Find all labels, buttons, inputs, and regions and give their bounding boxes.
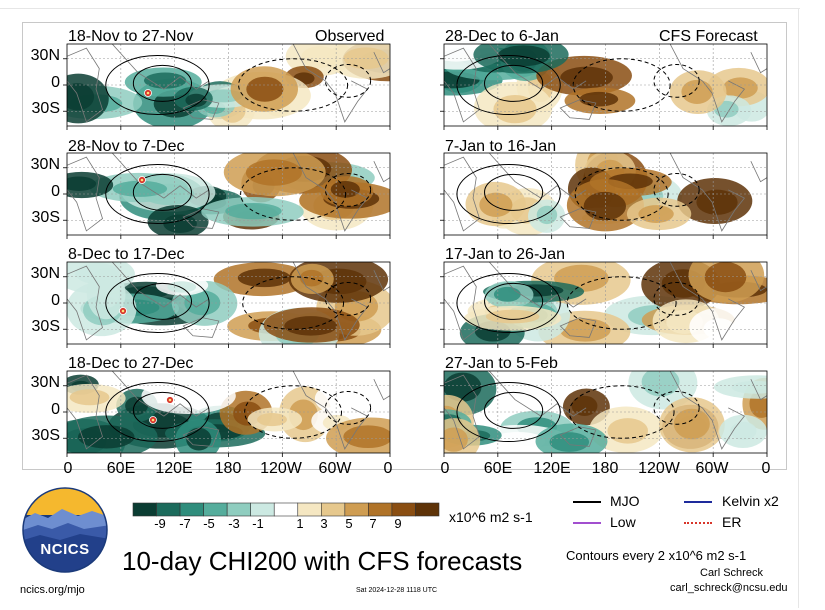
x-tick-label: 60W bbox=[695, 460, 729, 477]
y-tick-label: 30N bbox=[30, 265, 60, 282]
figure-frame bbox=[22, 22, 787, 470]
legend-low-label: Low bbox=[610, 514, 636, 530]
colorbar-segment bbox=[297, 502, 322, 517]
author-email: carl_schreck@ncsu.edu bbox=[670, 582, 788, 594]
map-panel bbox=[440, 261, 768, 348]
colorbar-segment bbox=[156, 502, 181, 517]
top-divider bbox=[0, 8, 800, 9]
panel-tag-observed: Observed bbox=[315, 28, 385, 45]
map-panel bbox=[63, 370, 391, 457]
y-tick-label: 30S bbox=[31, 100, 60, 117]
colorbar-label: -1 bbox=[252, 516, 264, 531]
legend-mjo-line bbox=[573, 501, 601, 503]
colorbar-label: -3 bbox=[228, 516, 240, 531]
source-url[interactable]: ncics.org/mjo bbox=[20, 584, 85, 596]
colorbar-label: -7 bbox=[179, 516, 191, 531]
x-tick-label: 0 bbox=[63, 460, 73, 477]
contour-note: Contours every 2 x10^6 m2 s-1 bbox=[566, 548, 747, 563]
legend-kelvin-line bbox=[684, 501, 712, 503]
colorbar-label: -5 bbox=[203, 516, 215, 531]
panel-title: 28-Nov to 7-Dec bbox=[68, 138, 185, 155]
panel-title: 27-Jan to 5-Feb bbox=[445, 355, 558, 372]
panel-title: 28-Dec to 6-Jan bbox=[445, 28, 559, 45]
y-tick-label: 0 bbox=[51, 183, 60, 200]
y-tick-label: 30S bbox=[31, 209, 60, 226]
storm-marker bbox=[119, 307, 127, 315]
legend-mjo-label: MJO bbox=[610, 493, 640, 509]
y-tick-label: 0 bbox=[51, 401, 60, 418]
logo-text: NCICS bbox=[40, 541, 90, 558]
colorbar-label: 7 bbox=[369, 516, 377, 531]
x-tick-label: 120E bbox=[155, 460, 193, 477]
x-tick-label: 120W bbox=[260, 460, 302, 477]
colorbar bbox=[132, 502, 440, 517]
map-panel bbox=[63, 261, 391, 348]
y-tick-label: 30N bbox=[30, 374, 60, 391]
x-tick-label: 180 bbox=[591, 460, 619, 477]
colorbar-label: 3 bbox=[320, 516, 328, 531]
map-panel bbox=[440, 370, 768, 457]
x-tick-label: 60E bbox=[483, 460, 513, 477]
main-title: 10-day CHI200 with CFS forecasts bbox=[122, 546, 523, 576]
y-tick-label: 30S bbox=[31, 427, 60, 444]
legend-er-label: ER bbox=[722, 514, 742, 530]
author: Carl Schreck bbox=[700, 567, 763, 579]
ncics-logo bbox=[22, 487, 108, 573]
colorbar-label: 1 bbox=[296, 516, 304, 531]
colorbar-label: -9 bbox=[154, 516, 166, 531]
colorbar-segment bbox=[179, 502, 204, 517]
colorbar-segment bbox=[132, 502, 157, 517]
colorbar-segment bbox=[321, 502, 346, 517]
colorbar-units: x10^6 m2 s-1 bbox=[449, 509, 533, 525]
y-tick-label: 0 bbox=[51, 292, 60, 309]
colorbar-label: 9 bbox=[394, 516, 402, 531]
colorbar-segment bbox=[273, 502, 299, 517]
map-panel bbox=[63, 43, 391, 130]
x-tick-label: 120W bbox=[638, 460, 680, 477]
colorbar-segment bbox=[391, 502, 416, 517]
storm-marker bbox=[149, 416, 157, 424]
panel-title: 8-Dec to 17-Dec bbox=[68, 246, 185, 263]
colorbar-segment bbox=[415, 502, 440, 517]
colorbar-segment bbox=[368, 502, 393, 517]
colorbar-label: 5 bbox=[345, 516, 353, 531]
legend-kelvin-label: Kelvin x2 bbox=[722, 493, 779, 509]
map-panel bbox=[63, 152, 391, 239]
panel-title: 18-Dec to 27-Dec bbox=[68, 355, 194, 372]
x-tick-label: 60E bbox=[106, 460, 136, 477]
x-tick-label: 0 bbox=[761, 460, 771, 477]
colorbar-segment bbox=[250, 502, 275, 517]
map-panel bbox=[440, 152, 768, 239]
panel-title: 17-Jan to 26-Jan bbox=[445, 246, 566, 263]
x-tick-label: 0 bbox=[440, 460, 450, 477]
right-divider bbox=[798, 8, 799, 608]
y-tick-label: 30N bbox=[30, 156, 60, 173]
storm-marker bbox=[138, 176, 146, 184]
timestamp: Sat 2024-12-28 1118 UTC bbox=[356, 587, 438, 594]
x-tick-label: 120E bbox=[533, 460, 571, 477]
panel-title: 18-Nov to 27-Nov bbox=[68, 28, 194, 45]
map-panel bbox=[440, 43, 768, 130]
legend-er-line bbox=[684, 522, 712, 524]
x-tick-label: 180 bbox=[214, 460, 242, 477]
storm-marker bbox=[144, 89, 152, 97]
y-tick-label: 0 bbox=[51, 74, 60, 91]
colorbar-segment bbox=[203, 502, 228, 517]
colorbar-segment bbox=[226, 502, 251, 517]
y-tick-label: 30N bbox=[30, 47, 60, 64]
legend-low-line bbox=[573, 522, 601, 524]
storm-marker bbox=[166, 396, 174, 404]
y-tick-label: 30S bbox=[31, 318, 60, 335]
panel-title: 7-Jan to 16-Jan bbox=[445, 138, 557, 155]
colorbar-segment bbox=[344, 502, 369, 517]
panel-tag-forecast: CFS Forecast bbox=[659, 28, 758, 45]
x-tick-label: 0 bbox=[383, 460, 393, 477]
x-tick-label: 60W bbox=[318, 460, 352, 477]
